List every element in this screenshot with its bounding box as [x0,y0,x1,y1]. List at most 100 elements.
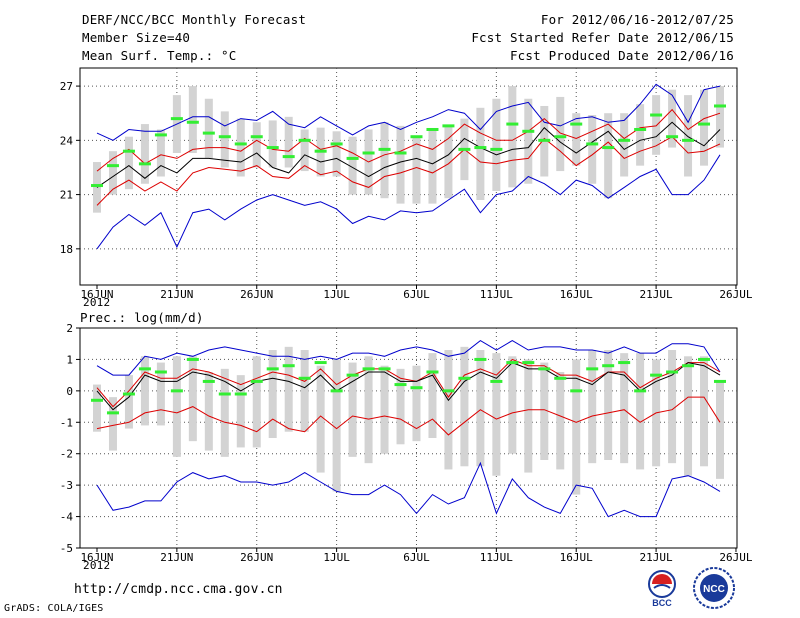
temp-box [588,115,597,184]
temp-y-tick-label: 21 [60,189,73,202]
temp-median-mark [202,131,215,135]
prec-box [700,356,709,467]
temp-median-mark [634,127,647,131]
temp-box [636,104,645,166]
temp-median-mark [282,155,295,159]
prec-box [508,356,517,454]
prec-x-tick-label: 6JUL [403,551,430,564]
prec-box [620,353,629,464]
temp-box [204,98,213,159]
temp-median-mark [442,124,455,128]
prec-box [188,356,197,442]
prec-median-mark [426,370,439,374]
prec-median-mark [522,361,535,365]
temp-y-tick-label: 18 [60,243,73,256]
temp-median-mark [106,164,119,168]
temp-median-mark [330,142,343,146]
prec-box [668,350,677,464]
prec-median-mark [362,367,375,371]
prec-box [332,359,341,492]
prec-median-mark [282,364,295,368]
prec-median-mark [202,379,215,383]
temp-box [508,86,517,188]
temp-box [332,131,341,177]
prec-median-mark [570,389,583,393]
prec-box [140,356,149,426]
temp-x-tick-label: 26JUN [240,288,273,301]
temp-x-tick-label: 26JUL [719,288,752,301]
temp-ensemble-mean-line [96,121,721,188]
temp-median-mark [346,156,359,160]
prec-median-mark [442,389,455,393]
prec-box [380,365,389,454]
temp-box [444,125,453,199]
prec-box [316,365,325,473]
prec-median-mark [410,386,423,390]
temp-x-tick-label: 1JUL [323,288,350,301]
temp-x-tick-label: 6JUL [403,288,430,301]
prec-upper-envelope-line [96,339,721,376]
temp-box [604,113,613,199]
temp-median-mark [122,149,135,153]
prec-y-tick-label: 1 [66,353,73,366]
temp-median-mark [698,122,711,126]
temp-box [284,116,293,168]
temp-box [620,113,629,177]
temp-plot-frame [79,67,738,286]
prec-box [572,359,581,495]
prec-upper-spread-line [96,358,721,408]
prec-box [588,350,597,464]
temp-median-mark [378,147,391,151]
temp-median-mark [266,146,279,150]
temp-box [124,136,133,190]
prec-box [716,381,724,479]
temp-median-mark [314,149,327,153]
variable-label-precip: Prec.: log(mm/d) [80,310,204,325]
prec-median-mark [250,379,263,383]
prec-median-mark [298,376,311,380]
temp-median-mark [138,162,151,166]
temp-median-mark [410,135,423,139]
variable-label-temp: Mean Surf. Temp.: °C [82,48,237,63]
forecast-start-date: Fcst Started Refer Date 2012/06/15 [471,30,734,45]
temp-median-mark [586,142,599,146]
prec-box [124,375,133,429]
prec-box [268,350,277,438]
prec-median-mark [602,364,615,368]
prec-box [540,362,549,460]
prec-median-mark [490,379,503,383]
forecast-period: For 2012/06/16-2012/07/25 [540,12,734,27]
prec-median-mark [186,357,199,361]
temp-box [156,129,165,177]
prec-median-mark [266,367,279,371]
prec-box [396,368,405,445]
temp-box [524,98,533,184]
temp-upper-envelope-line [96,83,721,141]
temp-lower-spread-line [96,136,721,206]
prec-median-mark [218,392,231,396]
prec-box [428,353,437,438]
temp-median-mark [490,147,503,151]
prec-median-mark [618,361,631,365]
temp-median-mark [298,138,311,142]
temp-y-tick-label: 24 [60,134,74,147]
prec-median-mark [666,370,679,374]
prec-y-tick-label: 2 [66,322,73,335]
prec-median-mark [91,398,103,402]
prec-box [108,397,117,451]
temp-box [684,95,693,177]
prec-median-mark [650,373,663,377]
grads-credit: GrADS: COLA/IGES [4,603,104,614]
prec-box [348,362,357,457]
source-url: http://cmdp.ncc.cma.gov.cn [74,582,283,597]
temp-x-tick-label: 16JUL [560,288,593,301]
temp-x-tick-label: 16JUN [80,288,113,301]
temp-median-mark [394,151,407,155]
temp-box [220,111,229,168]
temp-upper-spread-line [96,108,721,172]
temp-lower-envelope-line [96,154,721,250]
prec-x-tick-label: 21JUN [160,551,193,564]
temp-median-mark [570,122,583,126]
bcc-logo-text: BCC [652,598,672,608]
